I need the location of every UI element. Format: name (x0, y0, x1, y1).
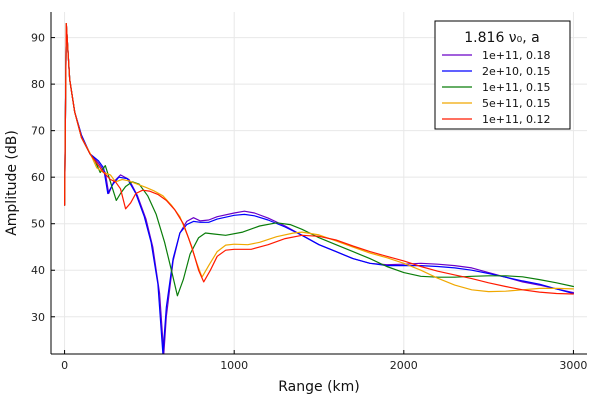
y-tick-label: 80 (31, 78, 45, 91)
y-tick-label: 30 (31, 311, 45, 324)
series-line-4 (63, 23, 575, 293)
y-axis-title: Amplitude (dB) (4, 130, 20, 236)
legend-title: 1.816 ν₀, a (464, 30, 539, 46)
series-layer (63, 23, 575, 354)
y-tick-label: 60 (31, 171, 45, 184)
legend-box (434, 20, 571, 130)
legend-label-1: 1e+11, 0.18 (482, 49, 550, 62)
legend-label-4: 5e+11, 0.15 (482, 97, 550, 110)
axes (50, 12, 587, 355)
legend-items: 1e+11, 0.18 2e+10, 0.15 1e+11, 0.15 5e+11, … (442, 49, 550, 126)
series-line-3 (63, 23, 575, 297)
legend-label-2: 2e+10, 0.15 (482, 65, 550, 78)
x-tick-label: 2000 (390, 359, 418, 372)
y-tick-label: 40 (31, 264, 45, 277)
x-tick-label: 0 (61, 359, 68, 372)
x-tick-label: 1000 (220, 359, 248, 372)
legend-label-3: 1e+11, 0.15 (482, 81, 550, 94)
y-tick-label: 90 (31, 32, 45, 45)
y-tick-label: 50 (31, 218, 45, 231)
y-tick-label: 70 (31, 125, 45, 138)
y-ticks: 30 40 50 60 70 80 90 (31, 32, 55, 324)
x-tick-label: 3000 (559, 359, 587, 372)
series-line-1 (63, 23, 575, 354)
series-line-5 (63, 23, 575, 295)
x-ticks: 0 1000 2000 3000 (61, 350, 587, 372)
x-axis-title: Range (km) (278, 379, 360, 395)
series-line-2 (63, 23, 575, 354)
legend-label-5: 1e+11, 0.12 (482, 113, 550, 126)
